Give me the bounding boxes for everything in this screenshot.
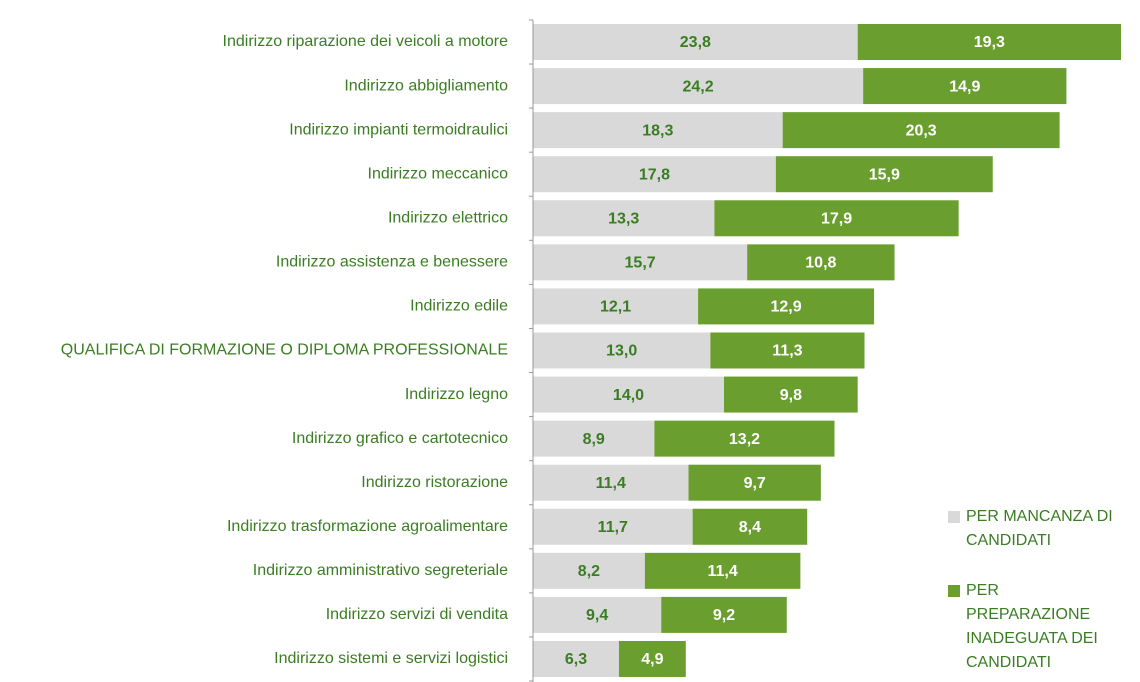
bar-segment <box>533 420 655 457</box>
bar-segment <box>747 244 895 281</box>
value-label: 14,9 <box>949 78 980 95</box>
bar-segment <box>533 508 693 545</box>
category-label: Indirizzo grafico e cartotecnico <box>292 430 508 447</box>
value-label: 9,4 <box>586 607 608 624</box>
bar-segment <box>533 464 689 501</box>
category-label: Indirizzo trasformazione agroalimentare <box>227 518 508 535</box>
value-label: 10,8 <box>805 255 836 272</box>
value-label: 20,3 <box>906 122 937 139</box>
bar-segment <box>533 200 715 237</box>
value-label: 8,2 <box>578 563 600 580</box>
legend-label: PER MANCANZA DI CANDIDATI <box>966 508 1113 549</box>
value-label: 8,4 <box>739 519 761 536</box>
bar-segment <box>644 552 801 589</box>
category-label: QUALIFICA DI FORMAZIONE O DIPLOMA PROFES… <box>61 342 508 359</box>
bar-segment <box>533 640 619 677</box>
bar-segment <box>688 464 821 501</box>
value-label: 15,9 <box>869 166 900 183</box>
value-label: 12,1 <box>600 299 631 316</box>
category-label: Indirizzo meccanico <box>368 165 509 182</box>
bar-segment <box>533 156 776 193</box>
category-label: Indirizzo abbigliamento <box>344 77 508 94</box>
value-label: 23,8 <box>680 34 711 51</box>
legend-label: PER PREPARAZIONE INADEGUATA DEI CANDIDAT… <box>966 582 1098 671</box>
value-label: 19,3 <box>974 34 1005 51</box>
bar-segment <box>692 508 808 545</box>
category-label: Indirizzo assistenza e benessere <box>276 254 508 271</box>
value-label: 17,9 <box>821 210 852 227</box>
legend-swatch <box>948 585 960 597</box>
value-label: 14,0 <box>613 387 644 404</box>
value-label: 9,2 <box>713 607 735 624</box>
value-label: 11,3 <box>772 343 802 360</box>
category-label: Indirizzo legno <box>405 386 508 403</box>
value-label: 18,3 <box>642 122 673 139</box>
value-label: 11,4 <box>596 475 626 492</box>
bar-segment <box>863 68 1067 105</box>
bar-segment <box>533 24 858 60</box>
value-label: 13,3 <box>608 210 639 227</box>
bar-segment <box>714 200 959 237</box>
value-label: 24,2 <box>683 78 714 95</box>
legend-item: PER MANCANZA DI CANDIDATI <box>948 505 1138 553</box>
value-label: 4,9 <box>641 651 663 668</box>
bar-segment <box>723 376 858 413</box>
value-label: 6,3 <box>565 651 587 668</box>
bar-segment <box>533 112 783 149</box>
value-label: 9,7 <box>744 475 766 492</box>
bar-segment <box>533 288 699 325</box>
bar-segment <box>782 112 1060 149</box>
legend-swatch <box>948 511 960 523</box>
bar-segment <box>533 244 748 281</box>
bar-segment <box>533 596 662 633</box>
legend-item: PER PREPARAZIONE INADEGUATA DEI CANDIDAT… <box>948 579 1138 675</box>
category-label: Indirizzo edile <box>410 298 508 315</box>
value-label: 17,8 <box>639 166 670 183</box>
bar-segment <box>857 24 1121 60</box>
category-label: Indirizzo riparazione dei veicoli a moto… <box>223 33 509 50</box>
category-label: Indirizzo ristorazione <box>361 474 508 491</box>
value-label: 11,4 <box>708 563 738 580</box>
value-label: 12,9 <box>771 299 802 316</box>
bar-segment <box>533 376 724 413</box>
bar-segment <box>533 332 711 369</box>
category-label: Indirizzo impianti termoidraulici <box>289 121 508 138</box>
value-label: 11,7 <box>598 519 628 536</box>
bar-segment <box>661 596 787 633</box>
bar-segment <box>618 640 686 677</box>
bar-segment <box>698 288 875 325</box>
value-label: 13,2 <box>729 431 760 448</box>
category-label: Indirizzo servizi di vendita <box>326 606 508 623</box>
bar-segment <box>775 156 993 193</box>
bar-segment <box>710 332 865 369</box>
category-label: Indirizzo amministrativo segreteriale <box>253 562 508 579</box>
value-label: 13,0 <box>606 343 637 360</box>
value-label: 8,9 <box>583 431 605 448</box>
bar-segment <box>654 420 835 457</box>
value-label: 15,7 <box>625 255 656 272</box>
value-label: 9,8 <box>780 387 802 404</box>
bar-segment <box>533 68 864 105</box>
bar-segment <box>533 552 645 589</box>
category-label: Indirizzo sistemi e servizi logistici <box>274 650 508 667</box>
category-label: Indirizzo elettrico <box>388 209 508 226</box>
